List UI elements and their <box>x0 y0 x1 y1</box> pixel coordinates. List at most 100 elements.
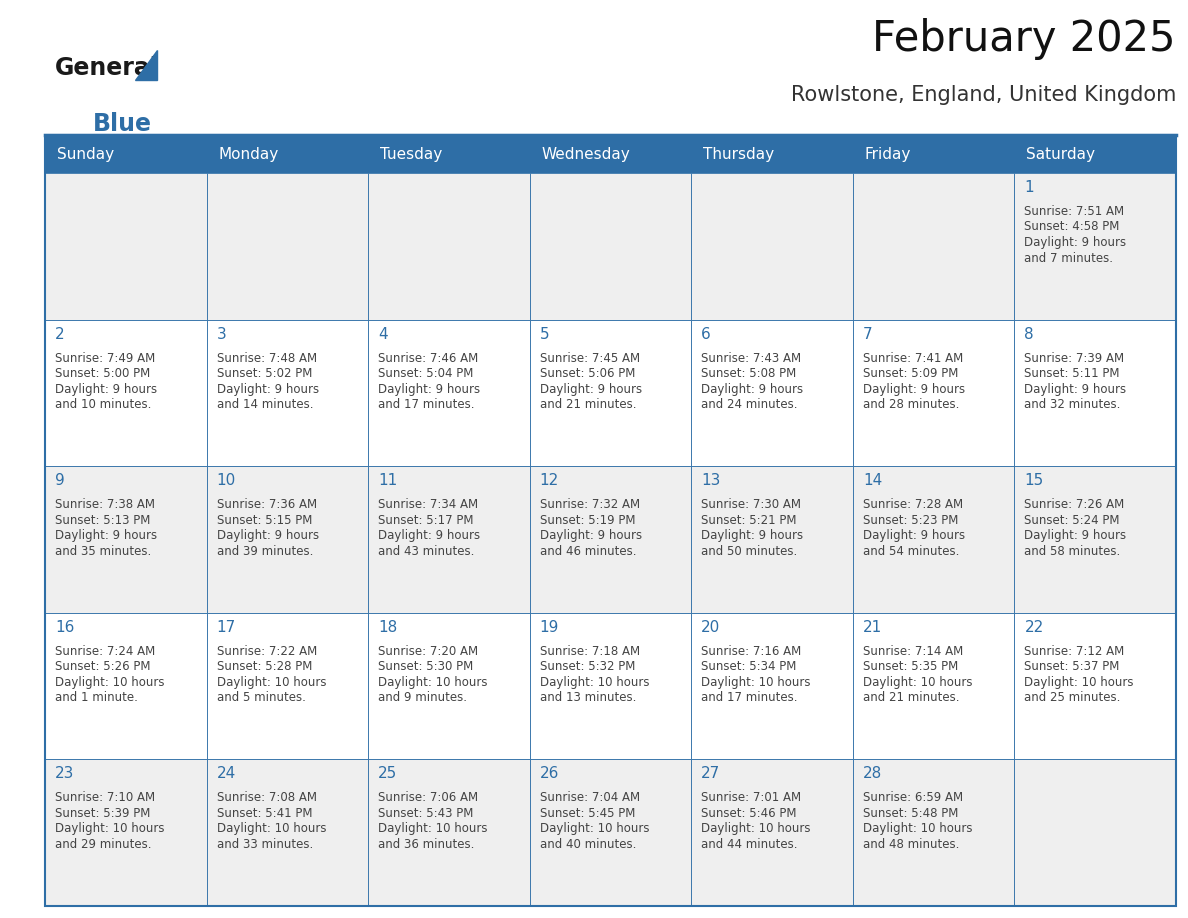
Text: Daylight: 10 hours: Daylight: 10 hours <box>216 676 326 688</box>
Text: Daylight: 9 hours: Daylight: 9 hours <box>55 529 157 543</box>
Text: Daylight: 9 hours: Daylight: 9 hours <box>216 529 318 543</box>
Text: and 10 minutes.: and 10 minutes. <box>55 398 151 411</box>
Bar <box>368 173 530 319</box>
Text: 27: 27 <box>701 767 721 781</box>
Bar <box>368 466 530 613</box>
Bar <box>45 319 207 466</box>
Text: Daylight: 9 hours: Daylight: 9 hours <box>378 383 480 396</box>
Text: Sunset: 5:19 PM: Sunset: 5:19 PM <box>539 514 636 527</box>
Text: 8: 8 <box>1024 327 1034 341</box>
Text: and 33 minutes.: and 33 minutes. <box>216 838 312 851</box>
Text: Sunset: 4:58 PM: Sunset: 4:58 PM <box>1024 220 1120 233</box>
Text: Sunset: 5:08 PM: Sunset: 5:08 PM <box>701 367 796 380</box>
Text: and 48 minutes.: and 48 minutes. <box>862 838 959 851</box>
Text: Sunset: 5:11 PM: Sunset: 5:11 PM <box>1024 367 1120 380</box>
Text: Sunset: 5:26 PM: Sunset: 5:26 PM <box>55 660 151 673</box>
Text: Sunrise: 7:08 AM: Sunrise: 7:08 AM <box>216 791 316 804</box>
Text: Sunrise: 7:20 AM: Sunrise: 7:20 AM <box>378 644 479 658</box>
Text: Sunday: Sunday <box>57 147 114 162</box>
Bar <box>45 759 207 906</box>
Text: 10: 10 <box>216 473 236 488</box>
Text: Daylight: 10 hours: Daylight: 10 hours <box>1024 676 1133 688</box>
Bar <box>1015 173 1176 319</box>
Bar <box>207 319 368 466</box>
Text: Daylight: 10 hours: Daylight: 10 hours <box>378 823 487 835</box>
Text: and 46 minutes.: and 46 minutes. <box>539 544 637 558</box>
Text: Sunrise: 7:48 AM: Sunrise: 7:48 AM <box>216 352 317 364</box>
Bar <box>853 319 1015 466</box>
Text: Sunset: 5:23 PM: Sunset: 5:23 PM <box>862 514 959 527</box>
Bar <box>853 759 1015 906</box>
Text: Daylight: 9 hours: Daylight: 9 hours <box>539 529 642 543</box>
Text: Daylight: 9 hours: Daylight: 9 hours <box>1024 383 1126 396</box>
Text: and 58 minutes.: and 58 minutes. <box>1024 544 1120 558</box>
Text: Sunrise: 7:18 AM: Sunrise: 7:18 AM <box>539 644 640 658</box>
Text: Daylight: 9 hours: Daylight: 9 hours <box>378 529 480 543</box>
Text: and 54 minutes.: and 54 minutes. <box>862 544 959 558</box>
Text: and 21 minutes.: and 21 minutes. <box>862 691 960 704</box>
Text: and 1 minute.: and 1 minute. <box>55 691 138 704</box>
Bar <box>530 319 691 466</box>
Text: 22: 22 <box>1024 620 1044 635</box>
Text: Sunrise: 7:16 AM: Sunrise: 7:16 AM <box>701 644 802 658</box>
Text: Sunset: 5:15 PM: Sunset: 5:15 PM <box>216 514 312 527</box>
Text: and 17 minutes.: and 17 minutes. <box>378 398 475 411</box>
Text: Saturday: Saturday <box>1026 147 1095 162</box>
Text: 11: 11 <box>378 473 398 488</box>
Text: and 17 minutes.: and 17 minutes. <box>701 691 798 704</box>
Text: and 5 minutes.: and 5 minutes. <box>216 691 305 704</box>
Text: Sunset: 5:45 PM: Sunset: 5:45 PM <box>539 807 636 820</box>
Text: February 2025: February 2025 <box>872 18 1176 60</box>
Text: Sunset: 5:04 PM: Sunset: 5:04 PM <box>378 367 474 380</box>
Text: Sunset: 5:21 PM: Sunset: 5:21 PM <box>701 514 797 527</box>
Text: Daylight: 9 hours: Daylight: 9 hours <box>216 383 318 396</box>
Text: Sunset: 5:34 PM: Sunset: 5:34 PM <box>701 660 797 673</box>
Text: and 24 minutes.: and 24 minutes. <box>701 398 798 411</box>
Text: Sunset: 5:00 PM: Sunset: 5:00 PM <box>55 367 150 380</box>
Text: Daylight: 10 hours: Daylight: 10 hours <box>55 823 164 835</box>
Bar <box>530 466 691 613</box>
Text: Daylight: 9 hours: Daylight: 9 hours <box>701 529 803 543</box>
Text: 1: 1 <box>1024 180 1034 195</box>
Text: Sunrise: 7:24 AM: Sunrise: 7:24 AM <box>55 644 156 658</box>
Text: Sunset: 5:32 PM: Sunset: 5:32 PM <box>539 660 636 673</box>
Bar <box>691 759 853 906</box>
Text: Sunrise: 7:10 AM: Sunrise: 7:10 AM <box>55 791 156 804</box>
Text: Sunrise: 7:22 AM: Sunrise: 7:22 AM <box>216 644 317 658</box>
Text: Daylight: 10 hours: Daylight: 10 hours <box>539 676 649 688</box>
Text: Daylight: 10 hours: Daylight: 10 hours <box>378 676 487 688</box>
Text: Daylight: 9 hours: Daylight: 9 hours <box>1024 529 1126 543</box>
Text: Sunrise: 7:38 AM: Sunrise: 7:38 AM <box>55 498 154 511</box>
Text: Sunset: 5:30 PM: Sunset: 5:30 PM <box>378 660 473 673</box>
Text: Sunrise: 7:49 AM: Sunrise: 7:49 AM <box>55 352 156 364</box>
Text: Sunrise: 7:04 AM: Sunrise: 7:04 AM <box>539 791 640 804</box>
Text: and 25 minutes.: and 25 minutes. <box>1024 691 1120 704</box>
Text: Sunrise: 7:06 AM: Sunrise: 7:06 AM <box>378 791 479 804</box>
Text: Thursday: Thursday <box>703 147 775 162</box>
Bar <box>691 466 853 613</box>
Bar <box>1015 466 1176 613</box>
Text: Sunset: 5:37 PM: Sunset: 5:37 PM <box>1024 660 1120 673</box>
Bar <box>368 759 530 906</box>
Bar <box>45 466 207 613</box>
Bar <box>691 319 853 466</box>
Bar <box>207 466 368 613</box>
Text: Sunrise: 7:26 AM: Sunrise: 7:26 AM <box>1024 498 1125 511</box>
Text: 3: 3 <box>216 327 227 341</box>
Text: and 14 minutes.: and 14 minutes. <box>216 398 314 411</box>
Bar <box>45 135 1176 906</box>
Bar <box>853 173 1015 319</box>
Text: Sunrise: 7:32 AM: Sunrise: 7:32 AM <box>539 498 640 511</box>
Text: Sunset: 5:09 PM: Sunset: 5:09 PM <box>862 367 959 380</box>
Bar <box>853 466 1015 613</box>
Text: 25: 25 <box>378 767 398 781</box>
Text: Daylight: 9 hours: Daylight: 9 hours <box>862 383 965 396</box>
Text: and 13 minutes.: and 13 minutes. <box>539 691 636 704</box>
Text: and 43 minutes.: and 43 minutes. <box>378 544 474 558</box>
Text: Sunrise: 7:51 AM: Sunrise: 7:51 AM <box>1024 205 1125 218</box>
Text: 6: 6 <box>701 327 712 341</box>
Text: 21: 21 <box>862 620 883 635</box>
Bar <box>853 613 1015 759</box>
Text: and 40 minutes.: and 40 minutes. <box>539 838 636 851</box>
Text: Sunset: 5:39 PM: Sunset: 5:39 PM <box>55 807 151 820</box>
